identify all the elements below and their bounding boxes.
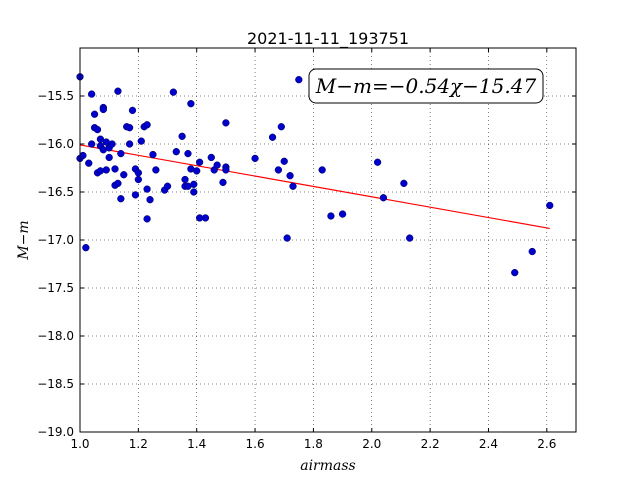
data-point bbox=[88, 90, 96, 98]
data-point bbox=[108, 140, 116, 148]
data-point bbox=[338, 210, 347, 218]
data-point bbox=[134, 175, 143, 184]
y-tick-label: −15.5 bbox=[37, 89, 74, 103]
data-point bbox=[146, 196, 154, 204]
data-point bbox=[286, 172, 294, 180]
data-point bbox=[181, 175, 189, 184]
data-point bbox=[163, 182, 172, 190]
data-point bbox=[88, 140, 96, 148]
data-point bbox=[99, 105, 107, 114]
data-point bbox=[193, 167, 201, 175]
data-point bbox=[111, 165, 119, 173]
x-tick-label: 1.4 bbox=[187, 437, 206, 451]
data-point bbox=[268, 133, 277, 141]
grid bbox=[79, 48, 576, 433]
ticks: 1.0 1.2 1.4 1.6 1.8 2.0 2.2 2.4 2.6 −15.5 −16.0 −16… bbox=[37, 48, 576, 451]
data-point bbox=[251, 154, 259, 163]
data-point bbox=[373, 158, 382, 166]
data-point bbox=[169, 88, 178, 96]
fit-line-group bbox=[79, 144, 550, 230]
data-point bbox=[125, 140, 134, 148]
x-axis-label: airmass bbox=[300, 458, 356, 474]
data-point bbox=[280, 157, 288, 165]
y-tick-label: −18.5 bbox=[37, 377, 74, 391]
data-point bbox=[222, 119, 230, 127]
data-point bbox=[152, 166, 160, 174]
data-point bbox=[195, 158, 204, 166]
x-tick-label: 1.8 bbox=[304, 437, 323, 451]
data-point bbox=[137, 137, 145, 145]
x-tick-label: 2.6 bbox=[537, 437, 556, 451]
x-tick-label: 1.0 bbox=[70, 437, 89, 451]
data-point bbox=[117, 149, 125, 158]
data-point bbox=[178, 132, 186, 140]
data-point bbox=[172, 148, 180, 156]
data-point bbox=[190, 188, 198, 196]
data-point bbox=[184, 149, 192, 158]
chart-title: 2021-11-11_193751 bbox=[247, 29, 409, 49]
data-point bbox=[406, 234, 414, 242]
data-point bbox=[277, 123, 285, 131]
y-tick-label: −17.5 bbox=[37, 281, 74, 295]
y-tick-label: −18.0 bbox=[37, 329, 74, 343]
data-point bbox=[117, 195, 125, 203]
fit-annotation-box bbox=[308, 68, 544, 104]
x-tick-label: 2.0 bbox=[362, 437, 381, 451]
data-point bbox=[114, 179, 122, 188]
data-point bbox=[149, 150, 157, 159]
y-tick-label: −16.0 bbox=[37, 137, 74, 151]
data-point bbox=[134, 169, 143, 177]
data-point bbox=[318, 166, 326, 174]
data-points bbox=[76, 73, 554, 277]
y-tick-label: −19.0 bbox=[37, 425, 74, 439]
data-point bbox=[125, 124, 134, 132]
x-tick-label: 1.2 bbox=[129, 437, 148, 451]
data-point bbox=[187, 100, 195, 108]
data-point bbox=[120, 171, 128, 179]
fit-annotation: M−m=−0.54χ−15.47 bbox=[315, 74, 537, 98]
data-point bbox=[511, 268, 519, 277]
data-point bbox=[128, 106, 137, 115]
data-point bbox=[528, 247, 536, 256]
y-axis-label: M−m bbox=[16, 220, 32, 260]
x-tick-label: 2.2 bbox=[421, 437, 440, 451]
fit-line bbox=[79, 144, 550, 230]
data-point bbox=[219, 178, 227, 187]
y-tick-label: −17.0 bbox=[37, 233, 74, 247]
data-point bbox=[143, 185, 151, 193]
y-tick-label: −16.5 bbox=[37, 185, 74, 199]
data-point bbox=[207, 153, 215, 162]
data-point bbox=[114, 87, 122, 95]
data-point bbox=[82, 244, 90, 252]
data-point bbox=[546, 201, 554, 210]
data-point bbox=[105, 153, 113, 162]
data-point bbox=[274, 166, 283, 174]
data-point bbox=[201, 214, 210, 222]
data-point bbox=[143, 215, 151, 223]
data-point bbox=[143, 121, 151, 129]
data-point bbox=[295, 76, 303, 84]
data-point bbox=[400, 179, 408, 188]
data-point bbox=[102, 166, 110, 174]
data-point bbox=[190, 180, 198, 188]
data-point bbox=[85, 159, 93, 167]
data-point bbox=[327, 212, 335, 220]
data-point bbox=[79, 151, 87, 160]
data-point bbox=[93, 125, 102, 134]
data-point bbox=[131, 191, 140, 199]
data-point bbox=[379, 194, 388, 202]
data-point bbox=[283, 234, 291, 242]
data-point bbox=[289, 182, 297, 190]
x-tick-label: 1.6 bbox=[246, 437, 265, 451]
x-tick-label: 2.4 bbox=[479, 437, 498, 451]
data-point bbox=[90, 110, 99, 118]
data-point bbox=[213, 161, 221, 169]
data-point bbox=[222, 166, 230, 174]
